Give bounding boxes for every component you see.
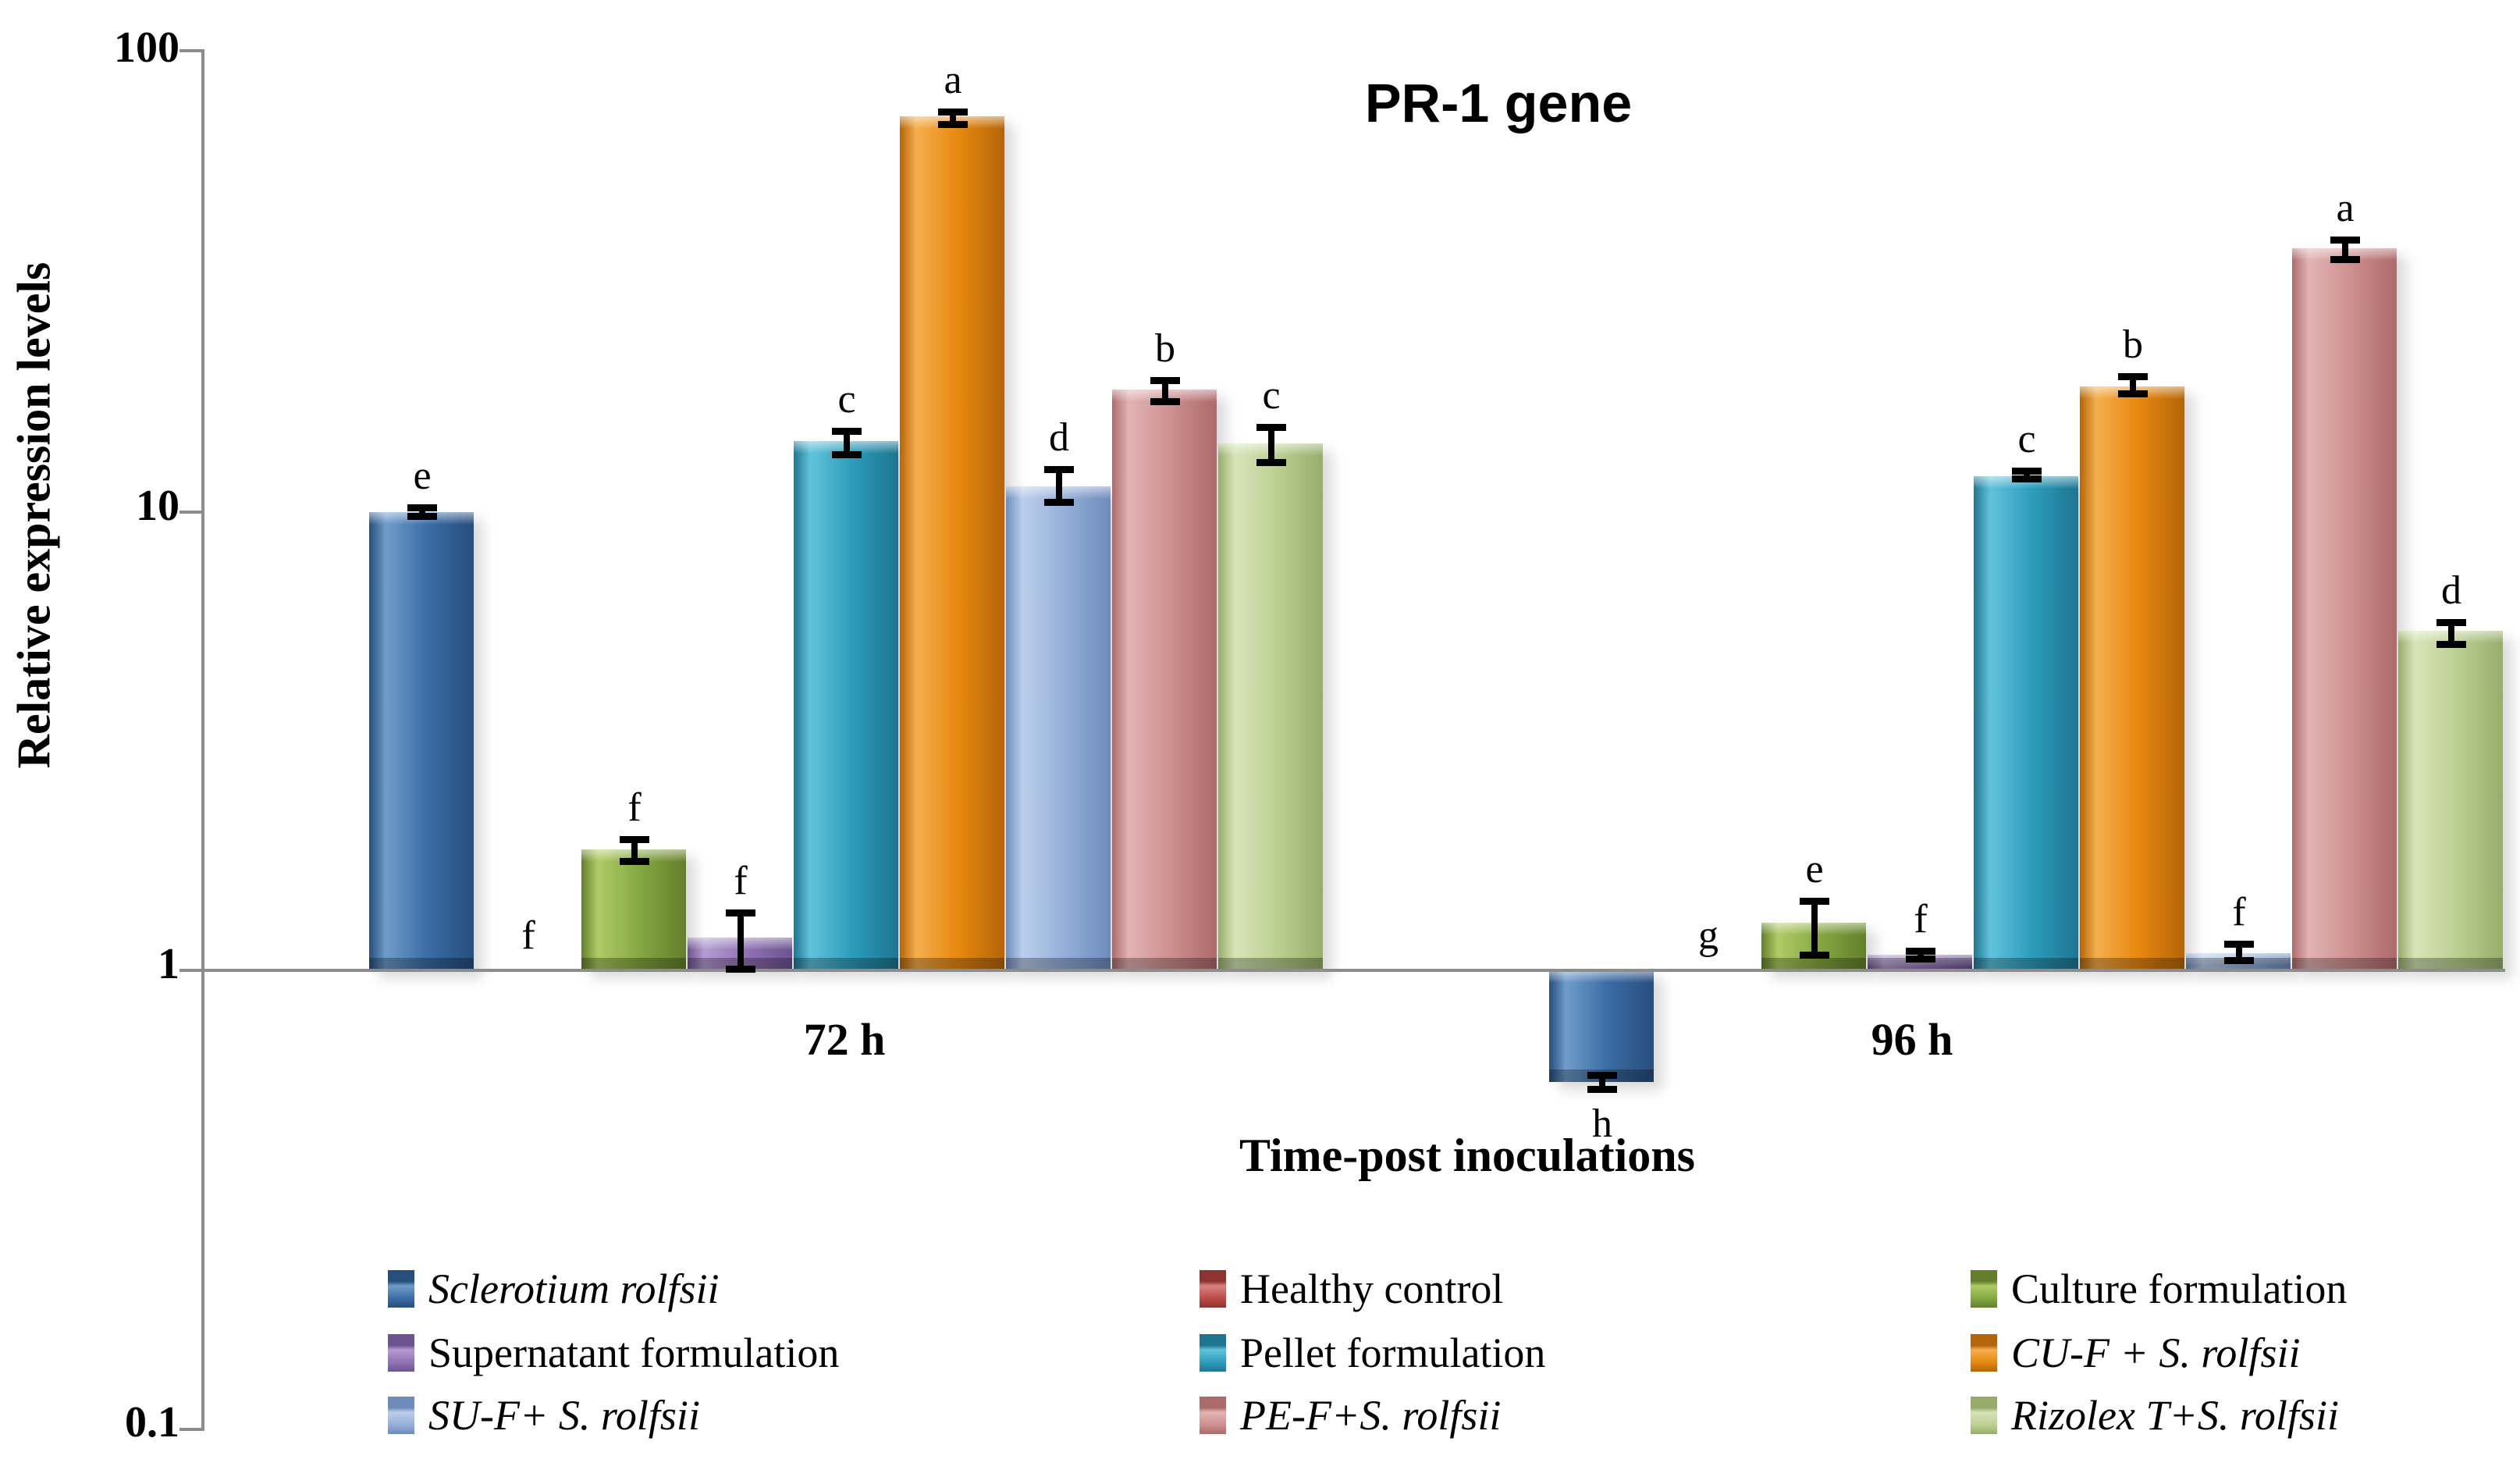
legend-label: Healthy control [1240, 1265, 1504, 1312]
legend-item-supernatant-formulation: Supernatant formulation [388, 1329, 839, 1377]
legend-label: Rizolex T+S. rolfsii [2011, 1392, 2339, 1439]
legend-item-rizolex-t-s-rolfsii: Rizolex T+S. rolfsii [1971, 1391, 2339, 1440]
error-bar-culture-formulation-72-h [620, 836, 649, 865]
legend-item-suf-s-rolfsii: SU-F+ S. rolfsii [388, 1391, 700, 1440]
error-bar-pellet-formulation-96-h [2012, 468, 2042, 483]
legend-label: PE-F+S. rolfsii [1240, 1392, 1502, 1439]
sig-letter-rizolex-t-s-rolfsii-96-h: d [2441, 568, 2461, 613]
sig-letter-sclerotium-rolfsii-72-h: e [413, 454, 432, 498]
bar-pe-f-s-rolfsii-96-h [2292, 247, 2397, 970]
y-tick-label-100: 100 [114, 23, 179, 72]
legend-swatch-rizolex-t-s-rolfsii [1971, 1397, 1997, 1434]
x-axis-title: Time-post inoculations [1239, 1130, 1695, 1181]
error-bar-rizolex-t-s-rolfsii-72-h [1256, 423, 1286, 467]
x-axis-baseline [203, 969, 2505, 972]
legend-swatch-culture-formulation [1971, 1270, 1997, 1308]
bar-pellet-formulation-72-h [794, 440, 898, 970]
chart-title: PR-1 gene [1364, 73, 1633, 133]
bar-su-f-s-rolfsii-72-h [1006, 486, 1111, 970]
sig-letter-culture-formulation-96-h: e [1805, 847, 1824, 892]
bar-sclerotium-rolfsii-72-h [369, 512, 474, 970]
y-tick-label-0.1: 0.1 [125, 1398, 179, 1447]
sig-letter-culture-formulation-72-h: f [627, 785, 642, 831]
error-bar-rizolex-t-s-rolfsii-96-h [2436, 618, 2466, 649]
legend-item-pef-s-rolfsii: PE-F+S. rolfsii [1200, 1391, 1501, 1440]
legend-swatch-supernatant-formulation [388, 1334, 414, 1372]
legend-label: Sclerotium rolfsii [428, 1265, 720, 1312]
y-tick-label-10: 10 [136, 482, 179, 530]
error-bar-pe-f-s-rolfsii-72-h [1150, 377, 1180, 406]
sig-letter-cu-f-s-rolfsii-96-h: b [2123, 322, 2143, 368]
error-bar-sclerotium-rolfsii-72-h [407, 504, 437, 521]
bar-cu-f-s-rolfsii-72-h [900, 116, 1004, 970]
legend-item-healthy-control: Healthy control [1200, 1265, 1503, 1313]
y-tick-mark-1 [179, 969, 203, 972]
sig-letter-pellet-formulation-72-h: c [837, 376, 856, 422]
y-tick-label-1: 1 [158, 940, 179, 988]
bar-pe-f-s-rolfsii-72-h [1112, 390, 1217, 970]
legend-swatch-pellet-formulation [1200, 1334, 1226, 1372]
category-label-96h: 96 h [1871, 1014, 1953, 1065]
legend-item-culture-formulation: Culture formulation [1971, 1265, 2347, 1313]
bar-rizolex-t-s-rolfsii-96-h [2398, 631, 2503, 970]
sig-letter-su-f-s-rolfsii-72-h: d [1049, 415, 1069, 461]
error-bar-cu-f-s-rolfsii-96-h [2118, 373, 2148, 397]
legend-label: Supernatant formulation [428, 1329, 840, 1376]
bar-culture-formulation-72-h [581, 849, 686, 970]
legend-swatch-cuf-s-rolfsii [1971, 1334, 1997, 1372]
error-bar-pellet-formulation-72-h [832, 427, 862, 459]
error-bar-su-f-s-rolfsii-72-h [1044, 466, 1074, 507]
legend-item-sclerotium-rolfsii: Sclerotium rolfsii [388, 1265, 720, 1313]
sig-letter-cu-f-s-rolfsii-72-h: a [944, 57, 962, 102]
error-bar-cu-f-s-rolfsii-72-h [938, 108, 968, 128]
error-bar-supernatant-formulation-96-h [1906, 948, 1935, 963]
sig-letter-sclerotium-rolfsii-96-h: h [1592, 1102, 1612, 1147]
error-bar-su-f-s-rolfsii-96-h [2224, 941, 2254, 965]
bar-cu-f-s-rolfsii-96-h [2080, 386, 2184, 970]
legend-item-pellet-formulation: Pellet formulation [1200, 1329, 1545, 1377]
legend-label: CU-F + S. rolfsii [2011, 1329, 2301, 1376]
sig-letter-healthy-control-72-h: f [521, 913, 535, 958]
sig-letter-pe-f-s-rolfsii-96-h: a [2336, 185, 2355, 230]
y-tick-mark-100 [179, 49, 203, 52]
y-tick-mark-10 [179, 511, 203, 514]
error-bar-supernatant-formulation-72-h [726, 909, 755, 973]
sig-letter-supernatant-formulation-72-h: f [734, 858, 748, 903]
legend-swatch-sclerotium-rolfsii [388, 1270, 414, 1308]
category-label-72h: 72 h [803, 1014, 886, 1065]
legend-swatch-pef-s-rolfsii [1200, 1397, 1226, 1434]
sig-letter-pellet-formulation-96-h: c [2017, 417, 2036, 462]
sig-letter-rizolex-t-s-rolfsii-72-h: c [1262, 372, 1281, 418]
error-bar-sclerotium-rolfsii-96-h [1587, 1072, 1617, 1094]
bar-pellet-formulation-96-h [1974, 475, 2078, 970]
error-bar-pe-f-s-rolfsii-96-h [2330, 236, 2360, 264]
sig-letter-healthy-control-96-h: g [1698, 913, 1719, 958]
sig-letter-su-f-s-rolfsii-96-h: f [2232, 890, 2246, 935]
y-axis-line [201, 49, 204, 1431]
legend-label: Culture formulation [2011, 1265, 2348, 1312]
sig-letter-pe-f-s-rolfsii-72-h: b [1155, 326, 1175, 372]
bar-sclerotium-rolfsii-96-h [1549, 970, 1654, 1083]
legend-swatch-healthy-control [1200, 1270, 1226, 1308]
y-tick-mark-0.1 [179, 1428, 203, 1431]
legend-label: SU-F+ S. rolfsii [428, 1392, 700, 1439]
legend-swatch-suf-s-rolfsii [388, 1397, 414, 1434]
bar-rizolex-t-s-rolfsii-72-h [1218, 443, 1323, 970]
error-bar-culture-formulation-96-h [1800, 898, 1829, 959]
legend-label: Pellet formulation [1240, 1329, 1546, 1376]
sig-letter-supernatant-formulation-96-h: f [1914, 897, 1928, 942]
bar-supernatant-formulation-96-h [1868, 955, 1972, 970]
legend-item-cuf-s-rolfsii: CU-F + S. rolfsii [1971, 1329, 2300, 1377]
